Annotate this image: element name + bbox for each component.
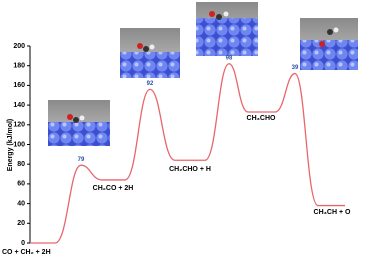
inset-3: [196, 2, 258, 56]
y-tick-label: 0: [21, 240, 25, 247]
barrier-curve: [274, 72, 319, 207]
inset-1: [48, 100, 110, 146]
y-axis-label: Energy (kJ/mol): [7, 119, 14, 172]
y-tick-label: 40: [17, 200, 25, 207]
barrier-label: 79: [78, 157, 85, 163]
y-tick-label: 120: [13, 122, 25, 129]
y-tick-label: 60: [17, 181, 25, 188]
state-label: CO + CH₂ + 2H: [2, 249, 51, 256]
inset-4: [300, 18, 358, 70]
barrier-curve: [204, 63, 249, 161]
barrier-curve: [124, 88, 176, 181]
y-tick-label: 20: [17, 220, 25, 227]
y-tick-label: 140: [13, 102, 25, 109]
y-tick-label: 160: [13, 82, 25, 89]
barrier-label: 92: [147, 81, 154, 87]
inset-2: [120, 28, 180, 78]
state-label: CH₂CHO + H: [169, 166, 211, 173]
y-tick-label: 100: [13, 141, 25, 148]
barrier-label: 39: [292, 65, 299, 71]
y-tick-label: 180: [13, 63, 25, 70]
barrier-label: 98: [226, 55, 233, 61]
y-tick-label: 80: [17, 161, 25, 168]
state-label: CH₂CO + 2H: [93, 185, 134, 192]
y-tick-label: 200: [13, 43, 25, 50]
state-label: CH₃CH + O: [314, 209, 351, 216]
state-label: CH₃CHO: [247, 115, 276, 122]
barrier-curve: [54, 164, 103, 244]
